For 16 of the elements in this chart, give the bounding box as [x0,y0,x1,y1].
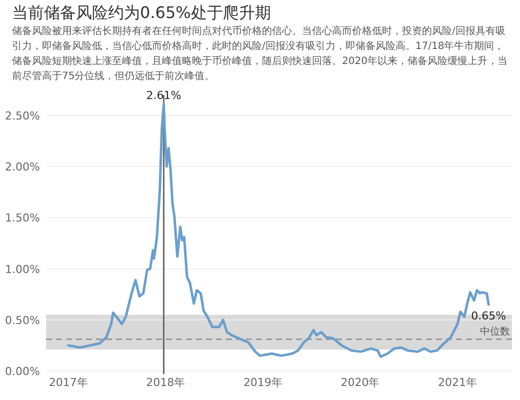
x-tick-label: 2018年 [146,376,186,389]
chart-subtitle: 储备风险被用来评估长期持有者在任何时间点对代币价格的信心。当信心高而价格低时，投资的风险/回报具有吸引力，即储备风险低，当信心低而价格高时，此时的风险/回报没有吸引力，即储备风险高。17/18年牛市期间，储备风险短期快速上涨至峰值，且峰值略晚于币价峰值，随后则快速回落。2020年以来，储备风险缓慢上升，当前尽管高于75分位线，但仍远低于前次峰值。 [12,24,508,84]
annotation: 2.61% [146,89,182,102]
y-tick-label: 1.50% [5,212,40,225]
y-tick-label: 2.00% [5,160,40,174]
annotation: 0.65% [471,310,506,323]
chart-title: 当前储备风险约为0.65%处于爬升期 [12,3,271,24]
y-tick-label: 2.50% [5,109,40,122]
x-tick-label: 2017年 [48,376,88,389]
y-tick-label: 0.50% [5,314,40,327]
x-tick-label: 2020年 [340,376,380,389]
y-tick-label: 0.00% [5,365,40,378]
x-tick-label: 2021年 [438,376,478,389]
y-tick-label: 1.00% [5,262,40,276]
x-tick-label: 2019年 [243,376,282,389]
ref-line-label: 中位数 [480,325,510,338]
